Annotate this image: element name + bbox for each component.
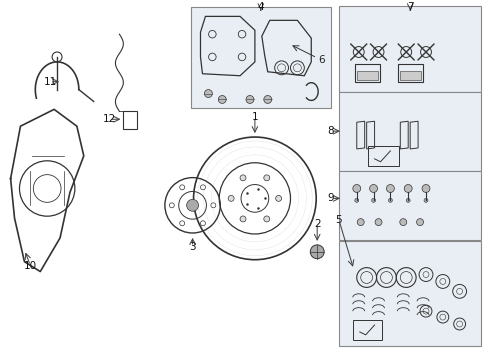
Text: 7: 7 <box>407 3 414 13</box>
Text: 9: 9 <box>328 193 334 203</box>
Circle shape <box>211 203 216 208</box>
Bar <box>357 71 377 80</box>
Circle shape <box>416 219 423 226</box>
Circle shape <box>355 198 359 202</box>
Circle shape <box>276 195 282 201</box>
Circle shape <box>353 185 361 193</box>
Circle shape <box>310 245 324 259</box>
Circle shape <box>200 185 205 190</box>
Circle shape <box>240 175 246 181</box>
Bar <box>400 71 421 80</box>
Circle shape <box>187 199 198 211</box>
FancyBboxPatch shape <box>339 171 481 240</box>
Text: 5: 5 <box>336 215 343 225</box>
Text: 12: 12 <box>103 114 116 124</box>
Circle shape <box>170 203 174 208</box>
Text: 8: 8 <box>328 126 334 136</box>
Circle shape <box>180 221 185 226</box>
Circle shape <box>357 219 364 226</box>
Bar <box>398 64 423 82</box>
Circle shape <box>180 185 185 190</box>
Circle shape <box>204 90 212 98</box>
Circle shape <box>246 95 254 103</box>
FancyBboxPatch shape <box>339 241 481 346</box>
FancyBboxPatch shape <box>339 91 481 171</box>
Circle shape <box>200 221 205 226</box>
Circle shape <box>406 198 410 202</box>
Circle shape <box>371 198 375 202</box>
FancyBboxPatch shape <box>191 8 331 108</box>
Circle shape <box>400 219 407 226</box>
Circle shape <box>264 95 272 103</box>
Circle shape <box>424 198 428 202</box>
Circle shape <box>264 216 270 222</box>
Text: 11: 11 <box>44 77 57 87</box>
Bar <box>123 111 137 129</box>
Circle shape <box>264 175 270 181</box>
Circle shape <box>422 185 430 193</box>
Text: 3: 3 <box>189 242 196 252</box>
Circle shape <box>240 216 246 222</box>
Circle shape <box>387 185 394 193</box>
Bar <box>355 64 380 82</box>
Circle shape <box>228 195 234 201</box>
Text: 1: 1 <box>251 112 258 122</box>
FancyBboxPatch shape <box>339 6 481 91</box>
Circle shape <box>404 185 412 193</box>
Text: 6: 6 <box>318 55 324 65</box>
Text: 4: 4 <box>258 3 264 13</box>
Text: 2: 2 <box>314 219 320 229</box>
Circle shape <box>218 95 226 103</box>
Text: 10: 10 <box>24 261 37 271</box>
Circle shape <box>389 198 392 202</box>
Circle shape <box>375 219 382 226</box>
Circle shape <box>369 185 377 193</box>
